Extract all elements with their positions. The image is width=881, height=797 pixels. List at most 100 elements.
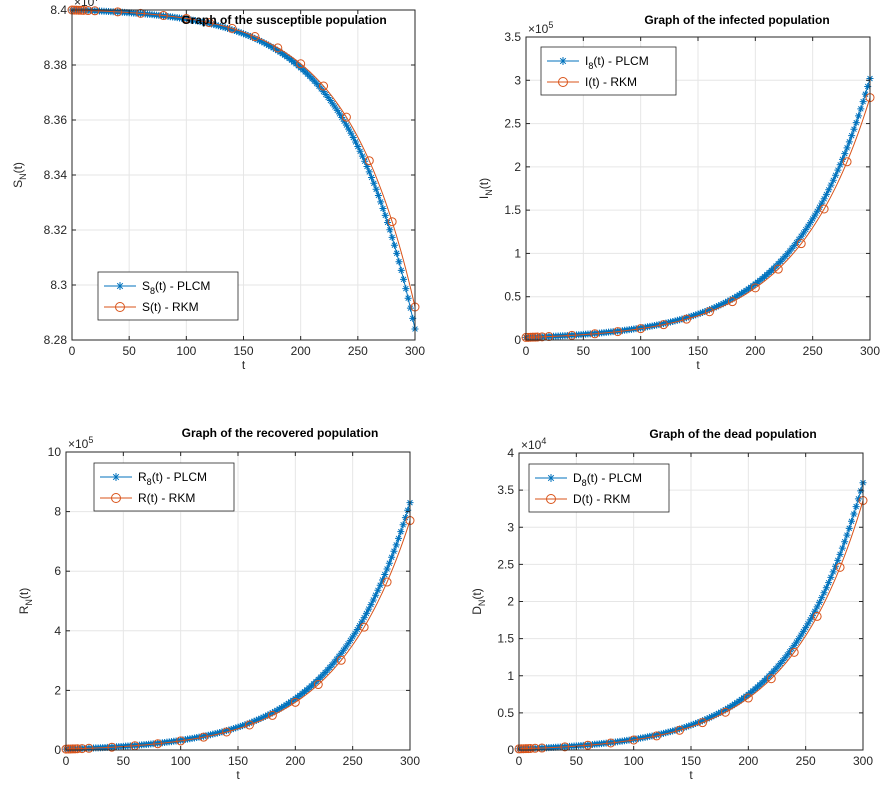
x-tick-label: 150 [228, 754, 248, 768]
data-point-asterisk [383, 565, 391, 573]
data-point-asterisk [386, 226, 394, 234]
data-point-asterisk [726, 296, 734, 304]
data-point-asterisk [676, 316, 684, 324]
data-point-asterisk [806, 219, 814, 227]
data-point-asterisk [781, 252, 789, 260]
data-point-asterisk [852, 119, 860, 127]
data-point-asterisk [822, 190, 830, 198]
x-tick-label: 100 [171, 754, 191, 768]
x-tick-label: 250 [348, 344, 368, 358]
data-point-asterisk [804, 620, 812, 628]
data-point-circle [319, 81, 329, 91]
x-axis-label: t [236, 768, 240, 782]
data-point-asterisk [280, 702, 288, 710]
data-point-asterisk [240, 30, 247, 38]
data-point-asterisk [385, 559, 393, 567]
data-point-circle [227, 23, 237, 33]
data-point-asterisk [698, 717, 706, 725]
data-point-asterisk [841, 538, 849, 546]
data-point-asterisk [228, 26, 236, 34]
data-point-asterisk [340, 117, 348, 125]
data-point-asterisk [209, 730, 217, 738]
chart-panel-4: 0 50 100 150 200 250 300 0 0.5 1 1.5 2 2.5 3 3.5 4 ×104 G… [470, 427, 873, 782]
data-point-asterisk [657, 730, 665, 738]
data-point-asterisk [352, 138, 360, 146]
data-point-asterisk [260, 39, 268, 47]
data-point-asterisk [799, 229, 807, 237]
y-axis-label: RN(t) [17, 588, 34, 615]
data-point-asterisk [351, 629, 359, 637]
data-point-asterisk [783, 651, 791, 659]
axis-multiplier: ×104 [521, 436, 546, 452]
data-point-asterisk [685, 313, 693, 321]
data-point-circle [750, 283, 760, 293]
data-point-asterisk [361, 157, 369, 165]
data-point-asterisk [226, 25, 234, 33]
data-point-circle [336, 655, 346, 665]
data-point-asterisk [776, 659, 784, 667]
data-point-circle [382, 577, 392, 587]
data-point-circle [835, 562, 845, 572]
data-point-asterisk [669, 727, 677, 735]
legend-label: R8(t) - PLCM [138, 470, 207, 487]
x-tick-label: 0 [523, 344, 530, 358]
data-point-asterisk [406, 304, 414, 312]
data-point-circle [341, 112, 351, 122]
data-point-asterisk [692, 311, 700, 319]
data-point-circle [544, 332, 554, 342]
data-point-asterisk [822, 584, 830, 592]
data-point-asterisk [786, 648, 794, 656]
data-point-asterisk [742, 286, 750, 294]
x-tick-label: 0 [69, 344, 76, 358]
data-point-asterisk [257, 714, 265, 722]
data-point-asterisk [372, 591, 380, 599]
data-point-asterisk [689, 720, 697, 728]
data-point-asterisk [203, 19, 211, 27]
data-point-asterisk [335, 652, 343, 660]
data-point-asterisk [397, 528, 405, 536]
y-axis-label: DN(t) [470, 588, 487, 615]
data-point-asterisk [701, 716, 709, 724]
data-point-asterisk [790, 641, 798, 649]
data-point-asterisk [832, 171, 840, 179]
data-point-asterisk [328, 661, 336, 669]
y-tick-label: 2 [507, 595, 514, 609]
data-point-asterisk [370, 179, 378, 187]
data-point-asterisk [854, 495, 862, 503]
data-point-asterisk [333, 655, 341, 663]
legend-marker-circle [558, 77, 568, 87]
data-point-asterisk [210, 21, 218, 29]
x-tick-label: 50 [122, 344, 136, 358]
chart-panel-2: 0 50 100 150 200 250 300 0 0.5 1 1.5 2 2.5 3 3.5 ×105 Gr… [477, 13, 880, 372]
data-point-asterisk [843, 144, 851, 152]
legend: S8(t) - PLCM S(t) - RKM [97, 271, 239, 321]
data-point-asterisk [738, 289, 746, 297]
data-point-asterisk [735, 291, 743, 299]
data-point-asterisk [274, 47, 282, 55]
legend: R8(t) - PLCM R(t) - RKM [93, 462, 235, 512]
data-point-circle [773, 264, 783, 274]
data-point-asterisk [388, 553, 396, 561]
data-point-circle [521, 744, 531, 754]
data-point-asterisk [404, 506, 412, 514]
legend-marker-asterisk [116, 282, 124, 290]
data-point-circle [530, 332, 540, 342]
data-point-asterisk [724, 704, 732, 712]
data-point-asterisk [239, 722, 247, 730]
data-point-asterisk [320, 88, 328, 96]
data-point-asterisk [687, 721, 695, 729]
data-point-circle [523, 332, 533, 342]
x-tick-label: 200 [285, 754, 305, 768]
data-point-circle [387, 217, 397, 227]
data-point-asterisk [857, 487, 865, 495]
data-point-asterisk [342, 121, 350, 129]
data-point-asterisk [797, 232, 805, 240]
data-point-asterisk [342, 643, 350, 651]
legend-marker-asterisk [547, 474, 555, 482]
data-point-circle [364, 156, 374, 166]
data-point-asterisk [345, 125, 353, 133]
data-point-asterisk [818, 199, 826, 207]
data-point-asterisk [669, 317, 677, 325]
x-axis-label: t [689, 768, 693, 782]
data-point-circle [819, 204, 829, 214]
